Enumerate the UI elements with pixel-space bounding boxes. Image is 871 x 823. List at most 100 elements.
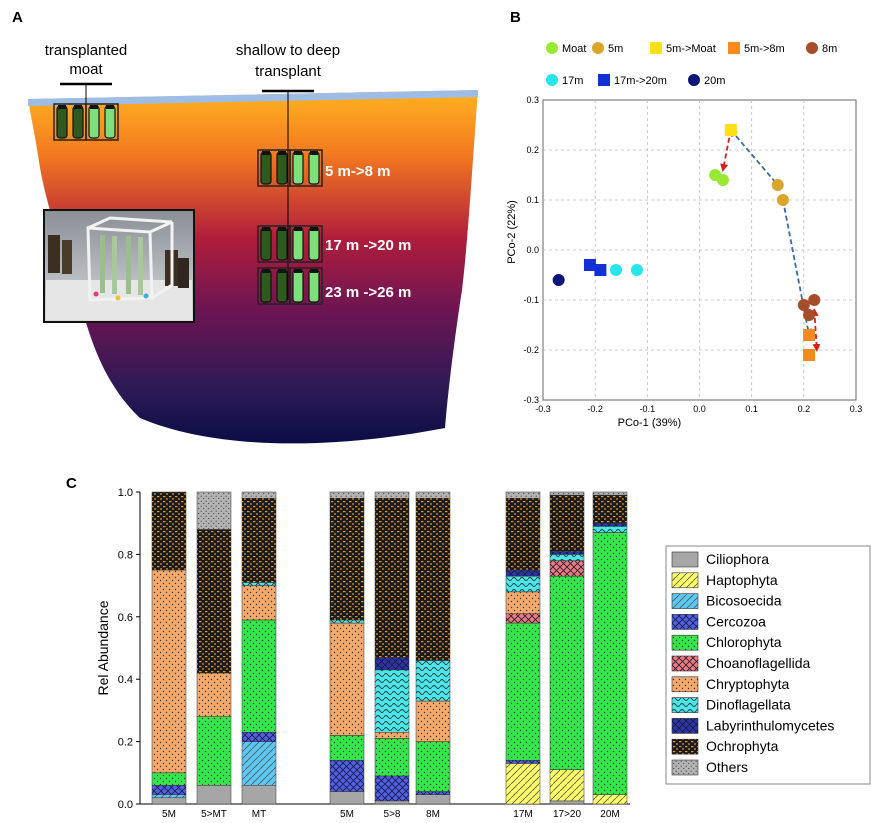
bar-segment-pattern — [506, 576, 540, 592]
panel-c-stacked-bars: C 0.0 0.2 0.4 0.6 0.8 1.0 Rel Abundance 5M 5>MT M… — [66, 475, 871, 820]
bar-legend-item: Ochrophyta — [671, 738, 779, 755]
shallow-label-line2: transplant — [255, 63, 322, 80]
pcoa-legend-label: 5m->8m — [744, 43, 785, 55]
bar-x-tick-label: 17M — [513, 809, 532, 820]
bar-segment — [151, 797, 187, 805]
bar-segment — [549, 800, 585, 805]
pcoa-legend: Moat 5m 5m->Moat 5m->8m 8m 17m 17m->20m 20m — [546, 42, 837, 87]
bar-x-tick-label: 8M — [426, 809, 440, 820]
bar-legend-swatch-pattern — [672, 593, 698, 609]
bar-x-tick-label: 5M — [340, 809, 354, 820]
bottle — [56, 105, 68, 139]
pcoa-arrow — [720, 128, 734, 172]
bar-legend-label: Ochrophyta — [706, 738, 779, 754]
bar-segment-pattern — [416, 492, 450, 499]
pcoa-plot-area: -0.3 -0.2 -0.1 0.0 0.1 0.2 0.3 0.3 0.2 0.1 0.0 -0.1… — [506, 95, 862, 429]
y-tick-label: 0.0 — [526, 245, 539, 255]
bar-legend-label: Bicosoecida — [706, 593, 782, 609]
x-tick-label: 0.1 — [745, 404, 758, 414]
bottle — [260, 269, 272, 303]
bottle-cap — [294, 227, 302, 231]
inset-photo — [43, 209, 195, 323]
pcoa-legend-marker — [546, 42, 558, 54]
bar-segment-pattern — [242, 585, 276, 620]
bar-segment-pattern — [197, 716, 231, 786]
panel-a-lake-illustration: A transplanted moat shallow to deep tran… — [12, 9, 478, 444]
pcoa-legend-label: 17m — [562, 75, 583, 87]
bar-legend-swatch-pattern — [672, 614, 698, 630]
bar-segment-pattern — [593, 532, 627, 795]
bar-segment-pattern — [593, 523, 627, 527]
pcoa-legend-item: 5m->Moat — [650, 42, 716, 55]
bar-segment-pattern — [330, 760, 364, 792]
bar-legend-label: Labyrinthulomycetes — [706, 717, 834, 733]
pcoa-legend-item: 8m — [806, 42, 837, 55]
pcoa-arrow — [810, 308, 821, 352]
bar-segment-pattern — [330, 498, 364, 620]
bar-segment — [415, 794, 451, 805]
bar-legend-label: Haptophyta — [706, 572, 778, 588]
bar-legend-item: Bicosoecida — [671, 593, 782, 609]
pcoa-legend-marker — [546, 74, 558, 86]
rack-frame-right — [289, 267, 323, 305]
bar-segment-pattern — [506, 498, 540, 570]
bottle — [276, 269, 288, 303]
bar-legend-item: Chlorophyta — [671, 634, 782, 651]
lake-water-body — [28, 90, 478, 444]
bar-segment-pattern — [330, 492, 364, 499]
bar-segment-pattern — [375, 492, 409, 499]
bar-segment-pattern — [242, 492, 276, 499]
pcoa-legend-label: 17m->20m — [614, 75, 667, 87]
bar-legend-item: Labyrinthulomycetes — [671, 717, 834, 734]
bar-legend-label: Chlorophyta — [706, 634, 782, 650]
pcoa-point — [630, 264, 643, 276]
rack-frame-right — [289, 149, 323, 187]
bar-segment-pattern — [416, 660, 450, 702]
bar-legend-label: Chryptophyta — [706, 676, 789, 692]
pcoa-legend-marker — [728, 42, 740, 54]
bar-legend-swatch-pattern — [672, 656, 698, 671]
bar-segment-pattern — [550, 769, 584, 801]
bar-legend-swatch-pattern — [672, 718, 698, 734]
bar-legend-item: Choanoflagellida — [671, 655, 811, 672]
bar-segment-pattern — [416, 791, 450, 795]
bar-legend-swatch-pattern — [672, 760, 698, 775]
bar-segment-pattern — [152, 570, 186, 773]
pcoa-point — [610, 264, 623, 276]
moat-label-line1: transplanted — [45, 42, 128, 59]
pcoa-point — [771, 179, 784, 191]
bar-legend-swatch-pattern — [672, 697, 698, 713]
bar-y-tick-label: 1.0 — [118, 487, 133, 499]
bar-segment-pattern — [152, 492, 186, 570]
bar-segment — [329, 791, 365, 805]
bar-legend-item: Dinoflagellata — [671, 697, 791, 713]
rack-23m-26m — [257, 267, 323, 305]
pcoa-arrow — [729, 128, 779, 186]
x-tick-label: 0.3 — [850, 404, 863, 414]
pcoa-point — [776, 194, 789, 206]
x-tick-label: -0.2 — [587, 404, 603, 414]
y-tick-label: -0.1 — [523, 295, 539, 305]
pcoa-legend-label: 20m — [704, 75, 725, 87]
bar-y-axis-title: Rel Abundance — [95, 600, 111, 695]
pcoa-legend-label: 5m — [608, 43, 623, 55]
depth-label-17-20: 17 m ->20 m — [325, 237, 411, 254]
pcoa-legend-item: 17m->20m — [598, 74, 667, 87]
bar-segment-pattern — [375, 738, 409, 776]
panel-b-pcoa: B Moat 5m 5m->Moat 5m->8m 8m 17m 17m->20m 20m -… — [506, 9, 862, 429]
pcoa-legend-marker — [592, 42, 604, 54]
pcoa-point — [803, 309, 816, 321]
bottle-cap — [310, 227, 318, 231]
bar-segment-pattern — [375, 732, 409, 739]
bottle — [292, 227, 304, 261]
bar-segment-pattern — [506, 763, 540, 804]
rack-17m-20m — [257, 225, 323, 263]
bar-segment — [374, 800, 410, 805]
pcoa-point — [803, 329, 816, 341]
bottle — [308, 151, 320, 185]
pcoa-point — [724, 124, 737, 136]
bottle-cap — [310, 269, 318, 273]
x-axis-title: PCo-1 (39%) — [618, 417, 682, 429]
moat-label-line2: moat — [69, 61, 103, 78]
